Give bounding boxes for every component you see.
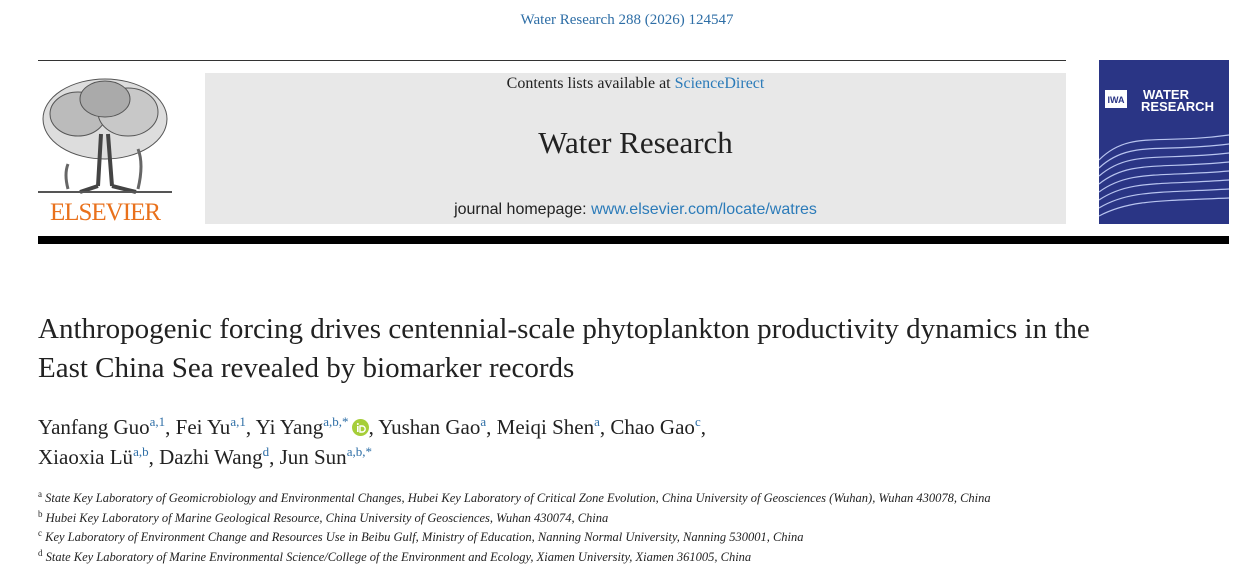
author-list: Yanfang Guoa,1, Fei Yua,1, Yi Yanga,b,*,… [38, 412, 1138, 472]
affiliation-text: Key Laboratory of Environment Change and… [45, 530, 804, 544]
author-name[interactable]: Yi Yang [255, 415, 324, 439]
cover-logo-box [1105, 90, 1127, 108]
affiliation: b Hubei Key Laboratory of Marine Geologi… [38, 509, 1068, 529]
affiliation-text: State Key Laboratory of Geomicrobiology … [45, 491, 991, 505]
contents-line: Contents lists available at ScienceDirec… [205, 75, 1066, 93]
affiliation: d State Key Laboratory of Marine Environ… [38, 548, 1068, 568]
author-separator: , [245, 415, 252, 439]
author-name[interactable]: Xiaoxia Lü [38, 445, 134, 469]
publisher-logo[interactable]: ELSEVIER [49, 199, 161, 226]
author-affiliation-marks[interactable]: a [594, 414, 600, 429]
affiliation-text: State Key Laboratory of Marine Environme… [45, 549, 752, 564]
author-affiliation-marks[interactable]: a,1 [149, 414, 166, 429]
cover-waves [1099, 134, 1229, 217]
author-name[interactable]: Yushan Gao [378, 415, 481, 439]
author-affiliation-marks[interactable]: a,1 [230, 414, 246, 429]
elsevier-tree-logo [38, 78, 172, 194]
header-bar [38, 236, 1229, 244]
citation[interactable]: Water Research 288 (2026) 124547 [520, 12, 734, 28]
homepage-prefix: journal homepage: [454, 201, 587, 218]
author-separator: , [269, 445, 275, 469]
author-separator: , [368, 415, 374, 439]
cover-logo: IWA [1108, 95, 1125, 105]
author-name[interactable]: Dazhi Wang [159, 445, 263, 469]
affiliation-label: a [38, 488, 42, 499]
article-title: Anthropogenic forcing drives centennial-… [38, 313, 1090, 384]
cover-title: WATER [1143, 87, 1190, 102]
author-affiliation-marks[interactable]: a [480, 414, 487, 429]
affiliation-label: d [38, 547, 43, 558]
cover-title: RESEARCH [1141, 99, 1214, 114]
author-separator: , [599, 415, 606, 439]
author-separator: , [700, 415, 706, 439]
author-affiliation-marks[interactable]: a,b [133, 444, 149, 459]
affiliation: a State Key Laboratory of Geomicrobiolog… [38, 489, 1068, 509]
affiliation-list: a State Key Laboratory of Geomicrobiolog… [38, 489, 1068, 567]
journal-banner: Contents lists available at ScienceDirec… [205, 73, 1066, 224]
author-affiliation-marks[interactable]: c [694, 414, 701, 429]
author-name[interactable]: Meiqi Shen [496, 415, 595, 439]
author-name[interactable]: Yanfang Guo [38, 415, 150, 439]
contents-prefix: Contents lists available at [506, 75, 671, 92]
rule [38, 60, 1066, 61]
author-affiliation-marks[interactable]: a,b,* [323, 414, 349, 429]
author-separator: , [148, 445, 154, 469]
author-separator: , [165, 415, 171, 439]
author-name[interactable]: Fei Yu [175, 415, 231, 439]
author-affiliation-marks[interactable]: d [262, 444, 270, 459]
homepage-link[interactable]: www.elsevier.com/locate/watres [591, 201, 817, 218]
affiliation-label: c [38, 527, 42, 538]
author-name[interactable]: Chao Gao [610, 415, 695, 439]
author-name[interactable]: Jun Sun [279, 445, 347, 469]
affiliation-text: Hubei Key Laboratory of Marine Geologica… [45, 510, 609, 525]
orcid-icon[interactable] [351, 419, 369, 436]
author-separator: , [486, 415, 492, 439]
affiliation-label: b [38, 508, 43, 519]
homepage-line: journal homepage: www.elsevier.com/locat… [205, 201, 1066, 219]
affiliation: c Key Laboratory of Environment Change a… [38, 528, 1068, 548]
cover-bg [1099, 60, 1229, 224]
journal-cover[interactable]: IWA WATER RESEARCH [1099, 60, 1229, 224]
sciencedirect-link[interactable]: ScienceDirect [674, 75, 765, 92]
journal-name: Water Research [538, 125, 733, 160]
author-affiliation-marks[interactable]: a,b,* [346, 444, 372, 459]
